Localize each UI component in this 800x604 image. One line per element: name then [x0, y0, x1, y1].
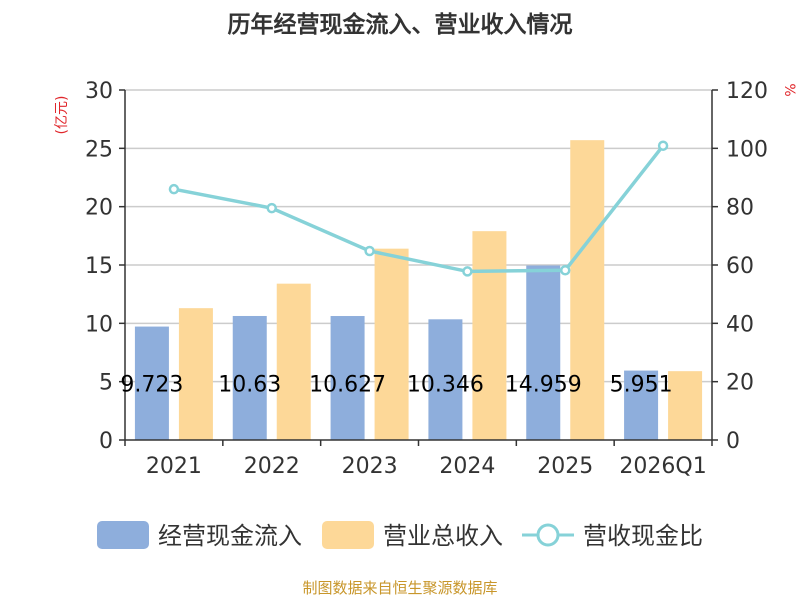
gridlines — [125, 89, 712, 383]
cash-inflow-value-label: 10.627 — [309, 373, 386, 398]
right-tick-label: 60 — [726, 254, 754, 279]
left-tick-label: 0 — [99, 429, 113, 454]
data-labels: 9.723 10.63 10.627 10.346 14.959 5.951 — [120, 373, 672, 398]
bars — [134, 140, 703, 440]
ratio-point — [168, 183, 180, 195]
cash-inflow-bar — [330, 316, 365, 440]
cash-inflow-value-label: 10.346 — [407, 373, 484, 398]
ratio-point — [462, 266, 473, 277]
left-tick-label: 30 — [85, 79, 113, 104]
cash-inflow-bar — [428, 319, 463, 440]
left-axis-unit: (亿元) — [54, 96, 70, 135]
cash-inflow-value-label: 10.63 — [218, 373, 281, 398]
source-note: 制图数据来自恒生聚源数据库 — [302, 579, 497, 597]
ratio-point — [560, 265, 571, 276]
ratio-point — [364, 245, 375, 257]
revenue-bar — [570, 140, 605, 440]
right-tick-label: 100 — [726, 137, 768, 162]
right-tick-label: 40 — [726, 312, 754, 337]
left-tick-label: 20 — [85, 196, 113, 221]
chart-title: 历年经营现金流入、营业收入情况 — [228, 11, 573, 38]
legend[interactable]: 经营现金流入 营业总收入 营收现金比 — [97, 521, 703, 550]
x-category-label: 2024 — [439, 454, 495, 479]
right-tick-label: 0 — [726, 429, 740, 454]
revenue-bar — [374, 248, 409, 440]
x-category-label: 2026Q1 — [619, 454, 706, 479]
legend-label-revenue: 营业总收入 — [383, 522, 503, 550]
cash-inflow-bar — [232, 315, 267, 440]
cash-inflow-bar — [526, 265, 561, 440]
cash-inflow-value-label: 9.723 — [120, 373, 183, 398]
cash-inflow-bar — [624, 370, 659, 440]
revenue-bar — [472, 231, 507, 440]
ratio-point — [657, 140, 669, 151]
left-tick-label: 10 — [85, 312, 113, 337]
right-tick-label: 80 — [726, 196, 754, 221]
cash-inflow-bar — [134, 326, 169, 440]
left-tick-label: 25 — [85, 137, 113, 162]
x-category-label: 2025 — [537, 454, 593, 479]
x-category-label: 2023 — [342, 454, 398, 479]
ratio-line-path — [173, 144, 665, 274]
right-tick-label: 120 — [726, 79, 768, 104]
right-tick-label: 20 — [726, 371, 754, 396]
revenue-bar — [668, 371, 703, 440]
legend-label-cash-inflow: 经营现金流入 — [158, 522, 302, 550]
revenue-bar — [276, 283, 311, 440]
ratio-point — [266, 202, 277, 214]
left-tick-label: 15 — [85, 254, 113, 279]
ratio-line — [168, 140, 669, 277]
cash-inflow-value-label: 14.959 — [505, 373, 582, 398]
left-tick-label: 5 — [99, 371, 113, 396]
legend-swatch-ratio-marker — [536, 523, 560, 547]
x-category-label: 2021 — [146, 454, 202, 479]
right-axis-unit: % — [781, 83, 797, 96]
x-category-label: 2022 — [244, 454, 300, 479]
legend-label-ratio: 营收现金比 — [583, 522, 703, 550]
legend-swatch-revenue — [322, 521, 374, 549]
legend-swatch-cash-inflow — [97, 521, 149, 549]
cash-inflow-value-label: 5.951 — [610, 373, 673, 398]
revenue-bar — [178, 308, 213, 440]
